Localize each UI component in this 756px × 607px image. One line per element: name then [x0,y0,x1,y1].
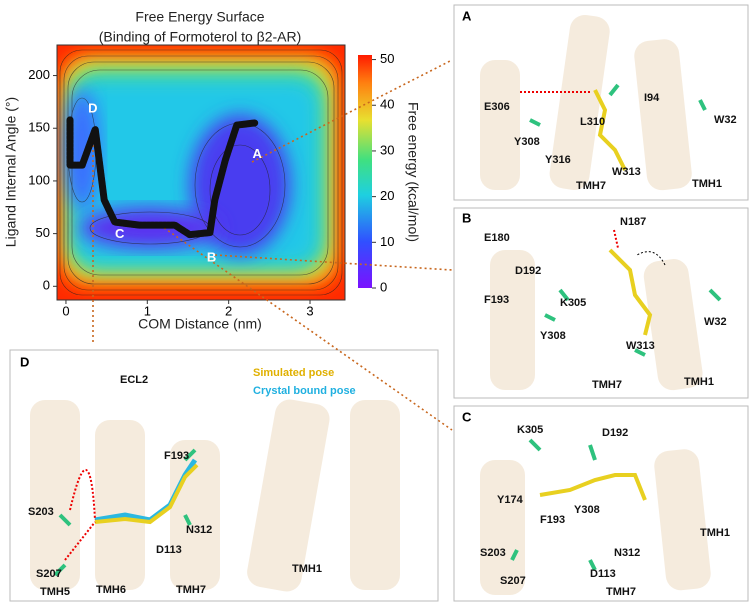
residue-label: W32 [704,316,727,328]
helix-label: TMH7 [176,584,206,596]
legend-entry: Crystal bound pose [253,385,356,397]
panel-label: B [462,210,471,225]
residue-label: K305 [517,424,543,436]
residue-label: K305 [560,297,586,309]
colorbar-tick-label: 0 [380,279,387,294]
y-tick-label: 200 [28,67,50,82]
residue-label: N187 [620,216,646,228]
residue-label: Y308 [540,330,566,342]
point-label: B [207,249,216,264]
helix-label: TMH6 [96,584,126,596]
residue-label: E306 [484,101,510,113]
panel-a [453,4,749,201]
y-tick-label: 50 [36,225,50,240]
colorbar-tick-label: 10 [380,234,394,249]
helix-label: TMH1 [292,563,322,575]
chart-title: Free Energy Surface [135,9,264,25]
legend-entry: Simulated pose [253,367,334,379]
x-tick-label: 2 [225,303,232,318]
y-tick-label: 0 [43,278,50,293]
x-axis-label: COM Distance (nm) [138,316,262,332]
residue-label: W313 [612,166,641,178]
panel-c [453,405,749,602]
residue-label: Y174 [497,494,524,506]
colorbar [358,55,372,288]
residue-label: D192 [602,427,628,439]
colorbar-label: Free energy (kcal/mol) [405,102,421,242]
residue-label: E180 [484,232,510,244]
helix-label: TMH7 [592,379,622,391]
panel-label: A [462,8,472,23]
residue-label: Y308 [574,504,600,516]
residue-label: I94 [644,92,660,104]
residue-label: S207 [36,568,62,580]
panel-label: C [462,409,472,424]
residue-label: W32 [714,114,737,126]
pathway [66,116,259,239]
residue-label: L310 [580,116,605,128]
colorbar-tick-label: 40 [380,97,394,112]
residue-label: W313 [626,340,655,352]
y-tick-label: 150 [28,120,50,135]
residue-label: Y308 [514,136,540,148]
panel-label: D [20,354,29,369]
colorbar-tick-label: 30 [380,142,394,157]
x-tick-label: 1 [144,303,151,318]
residue-label: F193 [484,294,509,306]
colorbar-tick-label: 50 [380,51,394,66]
loop-label: ECL2 [120,374,148,386]
y-axis-label: Ligand Internal Angle (°) [3,97,19,247]
helix-label: TMH7 [576,180,606,192]
x-tick-label: 0 [62,303,69,318]
residue-label: D113 [156,544,182,556]
residue-label: F193 [540,514,565,526]
point-label: D [88,101,97,116]
helix-label: TMH1 [684,376,714,388]
residue-label: S203 [28,506,54,518]
panel-d [9,349,439,602]
residue-label: F193 [164,450,189,462]
connectors [92,59,453,431]
helix-label: TMH5 [40,586,70,598]
chart-subtitle: (Binding of Formoterol to β2-AR) [99,29,302,45]
helix-label: TMH7 [606,586,636,598]
residue-label: N312 [614,547,640,559]
helix-label: TMH1 [692,178,722,190]
residue-label: Y316 [545,154,571,166]
plot-frame [56,44,346,301]
x-tick-label: 3 [306,303,313,318]
residue-label: S207 [500,575,526,587]
residue-label: D192 [515,265,541,277]
point-label: C [115,226,125,241]
colorbar-tick-label: 20 [380,188,394,203]
residue-label: N312 [186,524,212,536]
panel-b [453,207,749,399]
residue-label: S203 [480,547,506,559]
point-label: A [252,146,262,161]
helix-label: TMH1 [700,527,730,539]
y-tick-label: 100 [28,172,50,187]
residue-label: D113 [590,568,616,580]
